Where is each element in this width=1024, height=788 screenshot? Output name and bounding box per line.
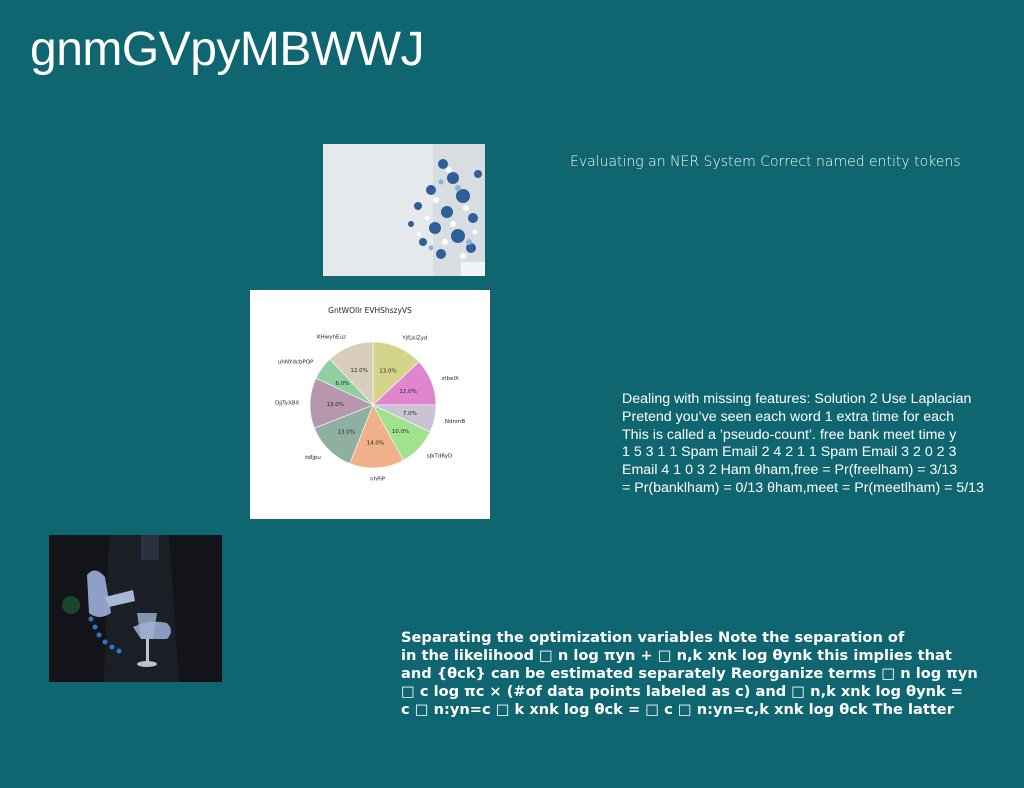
pie-slice-percent-label: 12.0% [350, 368, 367, 374]
pie-slice-category-label: KHwyhEuz [317, 334, 346, 340]
pouring-illustration [49, 535, 222, 682]
pie-slice-percent-label: 10.0% [392, 429, 409, 435]
pie-slice-category-label: sJkTdRyD [427, 453, 453, 459]
flowers-image [323, 144, 485, 276]
pie-slice-category-label: NdnmB [445, 419, 465, 425]
pie-chart: GntWOllr EVHShszyVS 13.0% YjfLkiZyd 12.0% z… [275, 306, 465, 483]
pouring-drink-image [49, 535, 222, 682]
pie-slice [349, 404, 404, 469]
pie-chart-card: GntWOllr EVHShszyVS 13.0% YjfLkiZyd 12.0% z… [250, 290, 490, 519]
laplace-text-block: Dealing with missing features: Solution … [622, 391, 984, 496]
pie-slice-percent-label: 13.0% [379, 368, 396, 374]
pie-slice-percent-label: 14.0% [367, 441, 384, 447]
pie-slice [329, 341, 374, 406]
flowers-illustration [323, 144, 485, 276]
pie-slice-category-label: YjfLkiZyd [401, 335, 427, 341]
pie-slice-category-label: ztbelX [442, 376, 459, 382]
pie-slice-percent-label: 12.0% [399, 389, 416, 395]
pie-slice-percent-label: 13.0% [338, 430, 355, 436]
pie-slice-category-label: nhPiP [370, 477, 386, 483]
pie-slice-percent-label: 7.0% [403, 411, 417, 417]
pie-slice-percent-label: 6.0% [335, 381, 349, 387]
pie-slice-category-label: tdljpu [305, 455, 321, 461]
ner-text: Evaluating an NER System Correct named e… [570, 154, 961, 170]
pie-slice-category-label: DjjTyXBX [275, 401, 300, 407]
chart-title: GntWOllr EVHShszyVS [328, 306, 412, 315]
pie-slice-percent-label: 13.0% [326, 402, 343, 408]
slide-title: gnmGVpyMBWWJ [30, 23, 425, 76]
pie-slice-category-label: uhNYdcbPQP [278, 360, 314, 366]
optimization-text-block: Separating the optimization variables No… [401, 629, 978, 718]
